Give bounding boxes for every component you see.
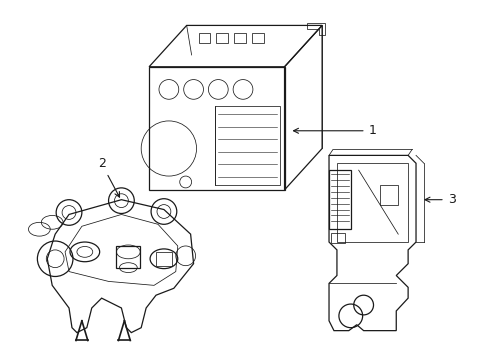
Bar bbox=[328, 170, 350, 229]
Bar bbox=[198, 33, 210, 43]
Text: 3: 3 bbox=[424, 193, 455, 206]
Bar bbox=[380, 185, 397, 204]
Text: 2: 2 bbox=[98, 157, 119, 197]
Bar bbox=[234, 33, 245, 43]
Bar bbox=[216, 33, 228, 43]
Bar bbox=[330, 233, 344, 243]
Bar bbox=[251, 33, 263, 43]
Bar bbox=[116, 246, 140, 267]
Bar bbox=[156, 252, 171, 266]
Text: 1: 1 bbox=[293, 124, 376, 137]
